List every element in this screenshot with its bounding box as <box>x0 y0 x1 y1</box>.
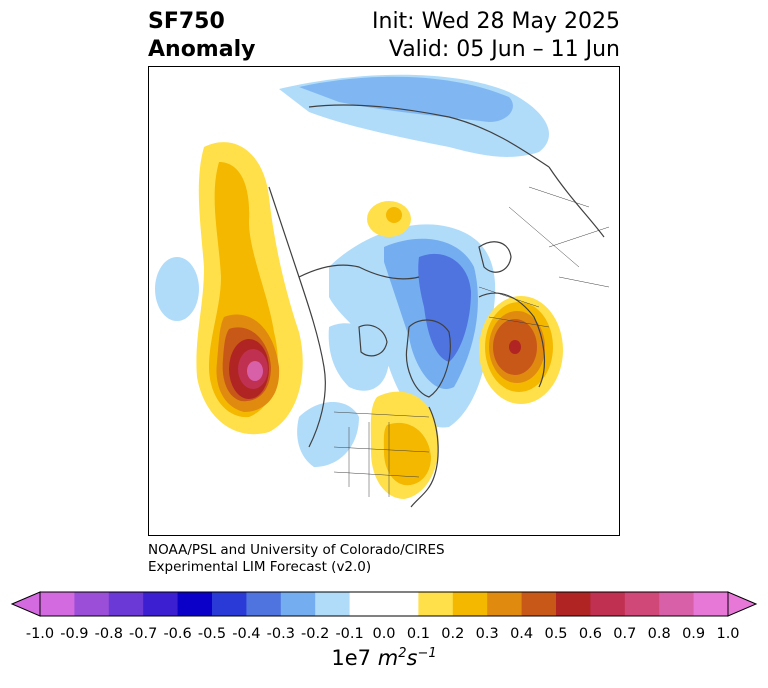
colorbar-tick-label: 0.5 <box>544 626 568 642</box>
contour-central-blue <box>418 253 471 362</box>
coastline-north-america-west <box>268 186 326 448</box>
border-russia-2 <box>508 206 580 268</box>
contour-west-light-blue <box>155 257 199 321</box>
colorbar-cell <box>177 592 213 616</box>
coastline-asia-east <box>548 166 605 238</box>
contour-sw-light-blue <box>297 402 359 467</box>
title-right: Init: Wed 28 May 2025 Valid: 05 Jun – 11… <box>372 8 620 64</box>
colorbar-cell <box>521 592 557 616</box>
colorbar-tick-label: -0.2 <box>301 626 330 642</box>
colorbar-cell <box>384 592 419 616</box>
contour-europe-red <box>509 340 521 354</box>
credit-line-2: Experimental LIM Forecast (v2.0) <box>148 559 372 575</box>
colorbar <box>10 591 758 617</box>
coastline-north-america-arctic <box>298 264 420 280</box>
credit: NOAA/PSL and University of Colorado/CIRE… <box>148 542 445 576</box>
units-exp2: −1 <box>417 646 437 661</box>
colorbar-cell <box>556 592 591 616</box>
map-svg <box>155 74 610 508</box>
map-panel <box>148 66 620 536</box>
colorbar-cell <box>280 592 316 616</box>
coastline-scandinavia <box>478 241 512 273</box>
coastlines <box>268 104 605 508</box>
border-russia-1 <box>528 186 590 208</box>
title-anomaly: Anomaly <box>148 37 256 62</box>
coastline-hudson-bay <box>358 324 388 357</box>
colorbar-tick-labels: -1.0 -0.9 -0.8 -0.7 -0.6 -0.5 -0.4 -0.3 -0.2 -0.1… <box>0 626 768 644</box>
coastline-siberia <box>308 104 550 168</box>
coastline-greenland <box>405 319 451 398</box>
colorbar-tick-label: -0.1 <box>335 626 364 642</box>
coastline-europe <box>478 292 545 388</box>
colorbar-cell <box>349 592 385 616</box>
colorbar-tick-label: 0.1 <box>406 626 430 642</box>
colorbar-tick-label: -0.7 <box>129 626 158 642</box>
credit-line-1: NOAA/PSL and University of Colorado/CIRE… <box>148 542 445 558</box>
border-asia-1 <box>548 226 610 248</box>
colorbar-units: 1e7 m2s−1 <box>0 646 768 670</box>
colorbar-tick-label: 0.0 <box>372 626 396 642</box>
units-base: m <box>377 646 399 670</box>
colorbar-tick-label: -0.4 <box>232 626 261 642</box>
contour-central-orange-patch <box>386 207 402 223</box>
colorbar-tick-label: 0.4 <box>510 626 534 642</box>
colorbar-cell <box>40 592 75 616</box>
borders <box>333 186 610 497</box>
border-us-states-5 <box>333 471 420 478</box>
colorbar-cell <box>212 592 247 616</box>
title-variable: SF750 <box>148 9 225 34</box>
colorbar-cell <box>143 592 179 616</box>
colorbar-tick-label: 0.8 <box>647 626 671 642</box>
anomaly-contours <box>155 74 563 499</box>
coastline-east-us <box>410 406 439 508</box>
colorbar-cell <box>590 592 626 616</box>
colorbar-tick-label: -0.8 <box>94 626 123 642</box>
colorbar-tick-label: -0.5 <box>197 626 227 642</box>
colorbar-tick-label: 0.9 <box>682 626 706 642</box>
colorbar-tick-label: 0.7 <box>613 626 637 642</box>
colorbar-extend-low <box>10 591 41 617</box>
colorbar-cell <box>624 592 660 616</box>
colorbar-cell <box>246 592 282 616</box>
colorbar-cell <box>74 592 110 616</box>
init-date: Init: Wed 28 May 2025 <box>372 9 620 34</box>
colorbar-tick-label: -1.0 <box>25 626 55 642</box>
colorbar-cell <box>659 592 695 616</box>
colorbar-cell <box>693 592 729 616</box>
colorbar-cells <box>40 592 729 616</box>
colorbar-tick-label: 1.0 <box>716 626 740 642</box>
colorbar-tick-label: -0.9 <box>60 626 89 642</box>
border-asia-2 <box>558 276 610 288</box>
contour-arctic-mid-blue <box>299 76 513 122</box>
colorbar-tick-label: -0.3 <box>266 626 295 642</box>
colorbar-tick-label: 0.2 <box>441 626 465 642</box>
border-us-states-4 <box>333 446 430 453</box>
colorbar-tick-label: 0.6 <box>578 626 602 642</box>
units-base2: s <box>406 646 418 670</box>
colorbar-outline <box>39 591 729 617</box>
units-exp1: 2 <box>398 646 407 661</box>
colorbar-cell <box>418 592 454 616</box>
valid-range: Valid: 05 Jun – 11 Jun <box>388 37 620 62</box>
title-left: SF750 Anomaly <box>148 8 255 64</box>
contour-us-orange <box>383 422 431 486</box>
border-europe-1 <box>478 286 540 308</box>
contour-pacific-magenta <box>247 361 263 381</box>
colorbar-cell <box>487 592 523 616</box>
colorbar-extend-high <box>727 591 758 617</box>
colorbar-tick-label: 0.3 <box>475 626 499 642</box>
colorbar-tick-label: -0.6 <box>163 626 192 642</box>
border-europe-2 <box>488 316 550 328</box>
contour-north-america-light-blue <box>328 323 389 391</box>
colorbar-cell <box>315 592 351 616</box>
colorbar-cell <box>452 592 488 616</box>
border-us-canada <box>333 411 430 418</box>
colorbar-cell <box>108 592 144 616</box>
units-prefix: 1e7 <box>331 646 372 670</box>
